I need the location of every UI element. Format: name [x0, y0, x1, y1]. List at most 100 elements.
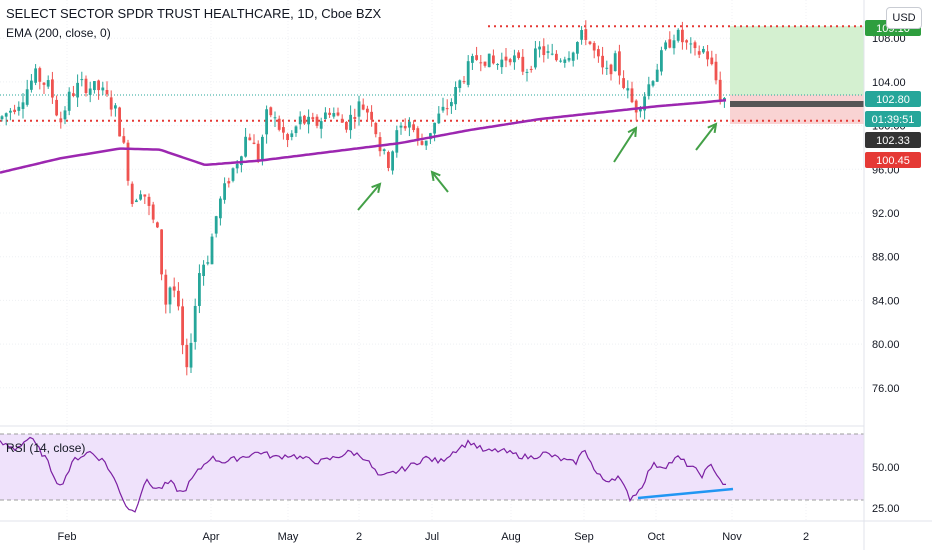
support-arrow-head	[430, 170, 441, 182]
candle-body	[655, 69, 659, 82]
candle-body	[130, 183, 134, 204]
candle-body	[143, 194, 147, 197]
candle-body	[609, 64, 613, 75]
candle-body	[605, 67, 609, 69]
candle-body	[576, 42, 579, 54]
candle-body	[580, 30, 583, 40]
candle-body	[534, 48, 537, 68]
candle-body	[30, 80, 33, 90]
candle-body	[185, 344, 189, 368]
candle-body	[156, 222, 159, 228]
candle-body	[168, 287, 172, 305]
candle-body	[38, 68, 42, 82]
candle-body	[681, 29, 684, 43]
currency-button[interactable]: USD	[886, 7, 922, 29]
candle-body	[685, 40, 688, 43]
ema-200-line	[0, 98, 727, 174]
candle-body	[555, 53, 558, 61]
candle-body	[109, 97, 113, 110]
candle-body	[504, 56, 508, 61]
candle-body	[118, 107, 121, 137]
candle-body	[613, 53, 617, 72]
candle-body	[450, 102, 453, 107]
candle-body	[550, 53, 554, 55]
candle-body	[592, 43, 596, 51]
time-tick-label: Feb	[58, 531, 77, 543]
candle-body	[601, 55, 604, 68]
candle-body	[17, 106, 21, 111]
candle-body	[345, 121, 348, 130]
candle-body	[286, 134, 289, 141]
candle-body	[88, 88, 92, 95]
candle-body	[202, 264, 205, 276]
candle-body	[660, 50, 663, 72]
support-arrow-head	[707, 122, 718, 134]
countdown-badge: 01:39:51	[865, 111, 921, 127]
candle-body	[395, 130, 399, 153]
candlesticks	[0, 20, 726, 376]
candle-body	[303, 115, 306, 124]
candle-body	[500, 59, 504, 68]
time-tick-label: Nov	[722, 531, 742, 543]
candle-body	[416, 128, 420, 139]
candle-body	[471, 56, 474, 63]
candle-body	[273, 117, 277, 119]
candle-body	[319, 121, 323, 129]
candle-body	[67, 91, 71, 111]
candle-body	[248, 137, 252, 141]
candle-body	[164, 274, 168, 305]
candle-body	[290, 133, 294, 138]
time-tick-label: Apr	[202, 531, 219, 543]
candle-body	[370, 111, 373, 120]
candle-body	[307, 116, 310, 125]
candle-body	[357, 101, 361, 117]
candle-body	[193, 305, 197, 342]
candle-body	[55, 99, 58, 116]
chart-title: SELECT SECTOR SPDR TRUST HEALTHCARE, 1D,…	[6, 6, 382, 21]
candle-body	[668, 39, 672, 48]
candle-body	[647, 84, 651, 97]
candle-body	[466, 61, 470, 85]
support-arrow	[431, 171, 449, 193]
candle-body	[151, 204, 155, 220]
grid-lines	[0, 0, 864, 521]
price-tick-label: 88.00	[872, 252, 900, 264]
candle-body	[361, 104, 365, 110]
candle-body	[697, 51, 701, 55]
candle-body	[269, 107, 273, 116]
price-tick-label: 92.00	[872, 208, 900, 220]
candle-body	[567, 57, 571, 61]
candle-body	[433, 122, 436, 134]
candle-body	[408, 121, 411, 128]
candle-body	[387, 152, 390, 168]
candle-body	[240, 156, 243, 166]
candle-body	[366, 108, 369, 113]
candle-body	[378, 137, 382, 152]
candle-body	[630, 88, 634, 103]
candle-body	[189, 342, 193, 368]
candle-body	[626, 88, 630, 91]
rsi-band	[0, 434, 864, 500]
candle-body	[584, 29, 588, 40]
candle-body	[76, 82, 79, 98]
candle-body	[597, 49, 600, 57]
loss-zone	[730, 95, 864, 124]
candle-body	[223, 183, 226, 200]
support-arrow	[357, 183, 381, 211]
ema-value-badge: 102.33	[865, 132, 921, 148]
candle-body	[454, 87, 457, 105]
candle-body	[332, 113, 336, 117]
candle-body	[706, 51, 709, 60]
support-arrow	[695, 123, 717, 151]
candle-body	[508, 59, 512, 63]
candle-body	[231, 168, 235, 181]
rsi-indicator-label[interactable]: RSI (14, close)	[6, 441, 86, 455]
position-entry-bar	[730, 101, 864, 107]
ema-indicator-label[interactable]: EMA (200, close, 0)	[6, 26, 111, 40]
current-price-badge: 102.80	[865, 91, 921, 107]
candle-body	[177, 290, 180, 307]
candle-body	[34, 68, 37, 83]
candle-body	[483, 61, 487, 66]
candle-body	[664, 42, 667, 50]
